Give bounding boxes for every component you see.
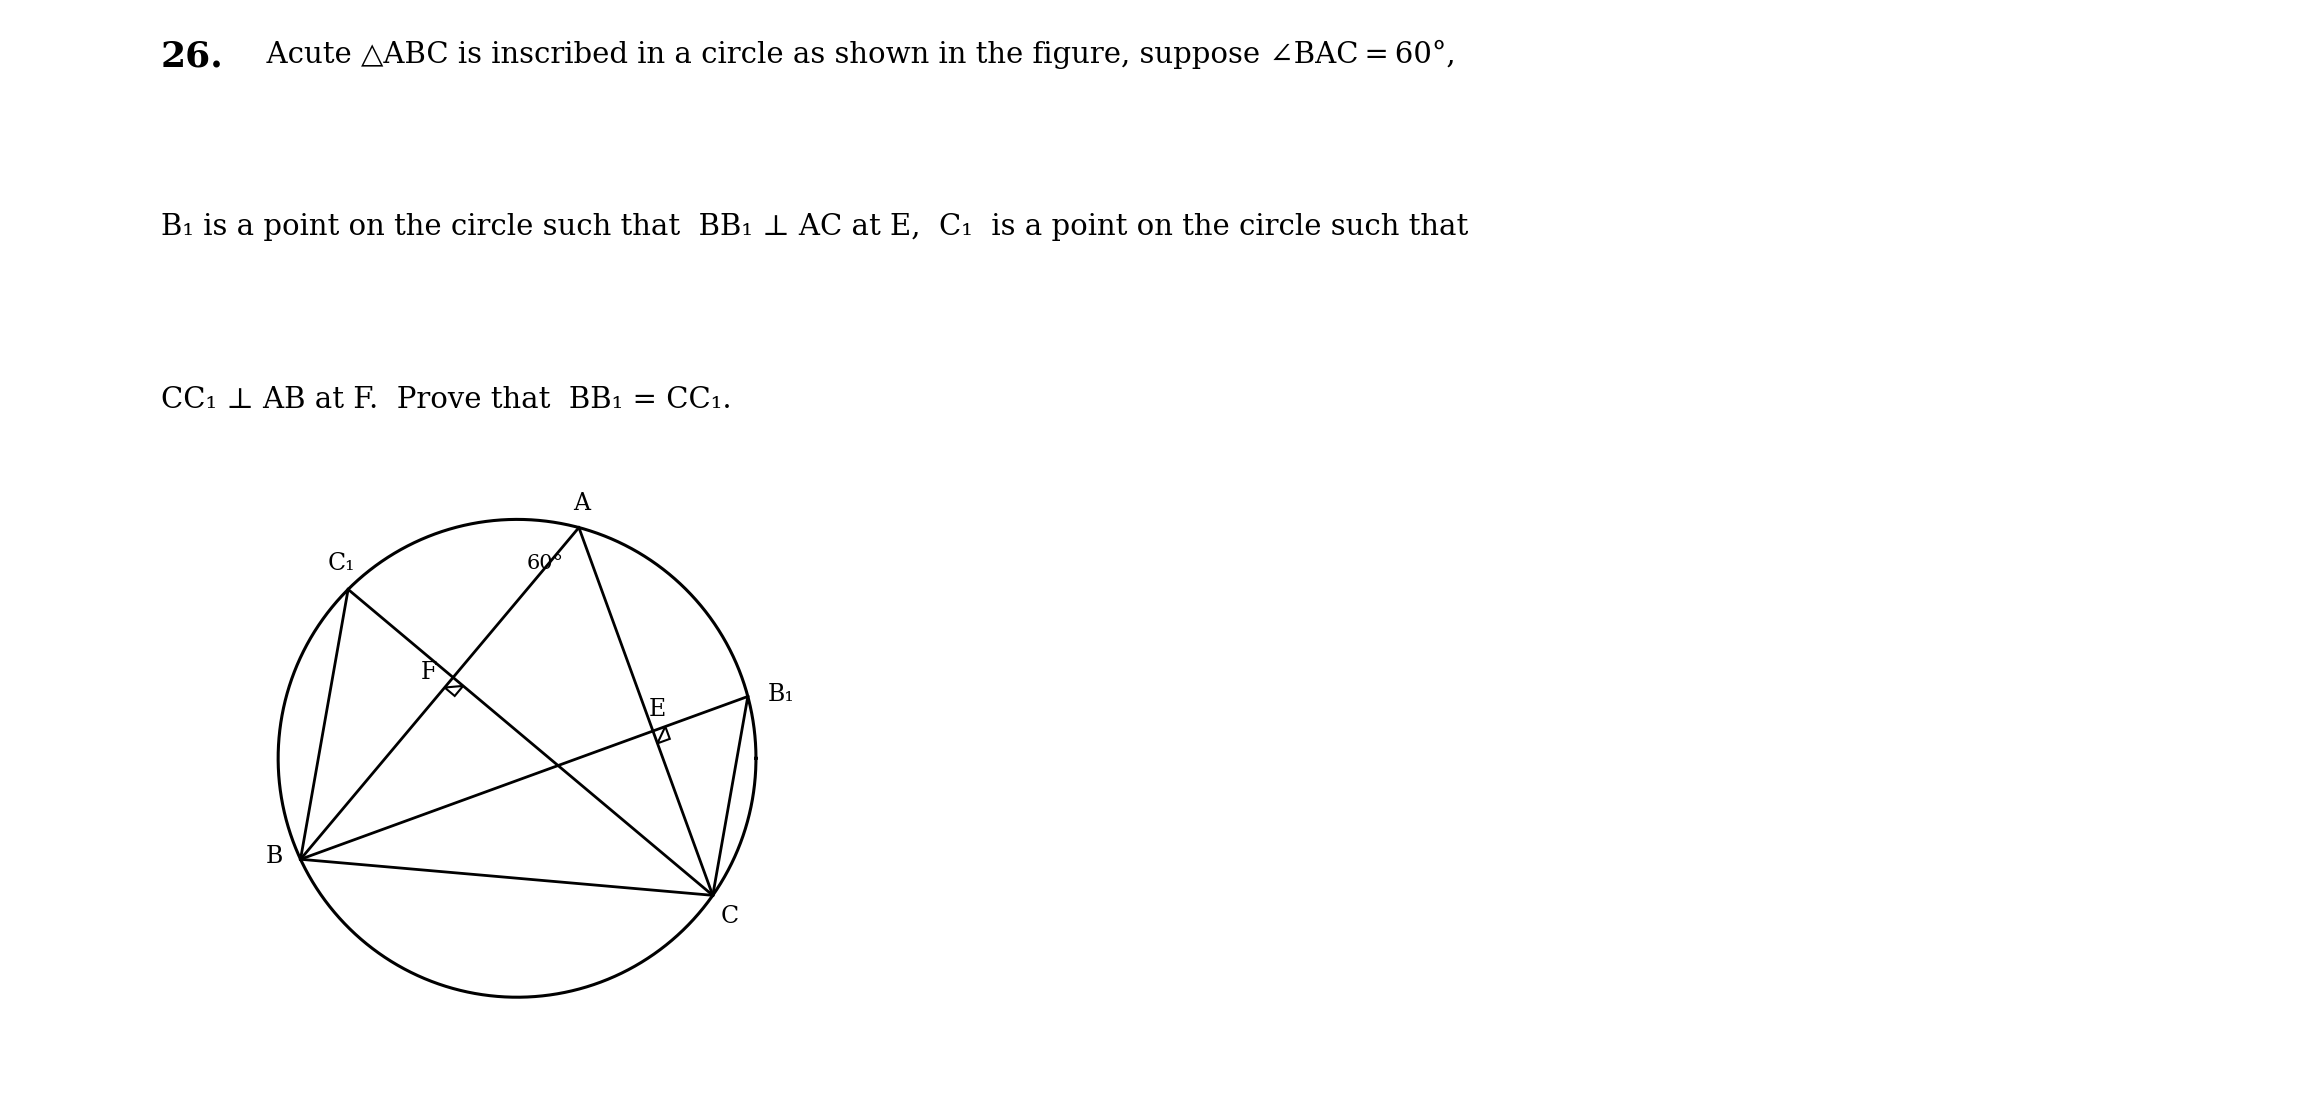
Text: CC₁ ⊥ AB at F.  Prove that  BB₁ = CC₁.: CC₁ ⊥ AB at F. Prove that BB₁ = CC₁. bbox=[161, 386, 731, 413]
Text: Acute △ABC is inscribed in a circle as shown in the figure, suppose ∠BAC = 60°,: Acute △ABC is inscribed in a circle as s… bbox=[248, 40, 1456, 69]
Text: E: E bbox=[649, 698, 667, 721]
Text: 60°: 60° bbox=[527, 554, 564, 573]
Text: B: B bbox=[264, 845, 283, 868]
Text: C₁: C₁ bbox=[327, 552, 354, 575]
Text: 26.: 26. bbox=[161, 40, 223, 74]
Text: C: C bbox=[720, 906, 738, 929]
Text: B₁ is a point on the circle such that  BB₁ ⊥ AC at E,  C₁  is a point on the cir: B₁ is a point on the circle such that BB… bbox=[161, 213, 1467, 241]
Text: A: A bbox=[573, 492, 589, 515]
Text: B₁: B₁ bbox=[768, 682, 793, 706]
Text: F: F bbox=[421, 662, 437, 685]
